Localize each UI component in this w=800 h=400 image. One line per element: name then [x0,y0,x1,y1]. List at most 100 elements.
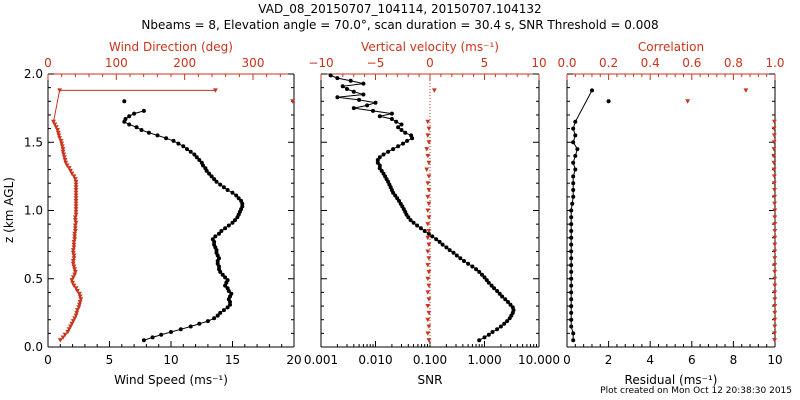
wind-direction-point [71,239,77,245]
wind-direction-point [73,209,79,215]
snr-top-tick-label: 0 [426,56,434,70]
wind-speed-point [225,305,230,310]
wind-speed-point [236,196,241,201]
wind-top-tick-label: 0 [44,56,52,70]
vertical-velocity-point [425,181,431,186]
residual-x-tick-label: 6 [688,353,696,367]
vertical-velocity-point [426,283,432,288]
residual-point [571,338,576,343]
correlation-point [772,194,777,200]
snr-point [477,338,482,343]
correlation-point [771,153,777,159]
snr-point [480,272,484,277]
residual-point [571,331,576,336]
wind-speed-point [123,117,128,121]
residual-x-tick-label: 4 [646,353,654,367]
residual-point [569,297,574,302]
vertical-velocity-point [426,126,432,131]
vertical-velocity-point [426,256,432,261]
residual-x-tick-label: 0 [563,353,571,367]
residual-point [573,119,578,124]
wind-speed-point [230,190,235,195]
vertical-velocity-point [425,331,431,336]
wind-speed-point [194,155,199,160]
wind-direction-point [72,223,78,228]
snr-point [505,319,510,324]
snr-point [399,122,404,127]
wind-speed-point [214,179,219,184]
wind-direction-point [78,297,84,302]
residual-x-tick-label: 2 [605,353,613,367]
snr-point [426,231,431,236]
snr-top-tick-label: 10 [531,56,546,70]
vertical-velocity-axis-label: Vertical velocity (ms⁻¹) [361,40,499,54]
snr-point [470,264,475,269]
wind-speed-point [234,193,239,198]
snr-line [330,74,515,341]
vertical-velocity-point [425,235,431,241]
wind-direction-point [73,204,79,209]
residual-point [569,242,574,247]
correlation-point [772,235,778,241]
snr-point [381,152,386,157]
vertical-velocity-point [426,174,432,179]
vertical-velocity-point [424,167,430,172]
residual-point [571,181,576,186]
wind-direction-point [60,149,66,155]
snr-point [409,133,414,138]
snr-point [401,141,405,146]
snr-point [440,242,445,247]
residual-top-tick-label: 1.0 [765,56,784,70]
snr-point [486,332,491,337]
wind-direction-point [73,313,79,319]
wind-speed-point [155,133,160,138]
snr-point [396,125,401,130]
wind-speed-point [205,319,210,324]
wind-direction-point [70,259,76,264]
vertical-velocity-point [424,147,430,152]
vertical-velocity-point [426,269,432,275]
residual-point [569,317,574,322]
snr-point [335,76,340,81]
snr-top-tick-label: −10 [308,56,333,70]
wind-speed-point [134,125,139,130]
vertical-velocity-point [425,119,431,125]
residual-x-tick-label: 8 [730,353,738,367]
snr-point [411,220,416,225]
snr-point [503,297,508,302]
snr-point [386,149,391,154]
wind-speed-point [188,324,193,329]
snr-point [403,130,408,135]
correlation-point [771,181,777,186]
correlation-point [772,242,778,248]
snr-x-tick-label: 0.010 [358,353,392,367]
y-tick-label: 2.0 [24,67,43,81]
vertical-velocity-point [425,194,431,200]
residual-point [571,194,576,199]
snr-axis-label: SNR [417,373,443,387]
wind-speed-point [122,99,127,104]
wind-speed-point [132,111,137,116]
vertical-velocity-point [425,208,431,213]
wind-speed-point [141,338,146,343]
residual-point [569,269,574,274]
footer-timestamp: Plot created on Mon Oct 12 20:38:30 2015 [600,386,792,396]
wind-speed-point [233,218,237,223]
wind-speed-point [221,308,226,313]
snr-point [482,335,487,340]
wind-direction-point [59,141,65,147]
snr-point [510,305,515,310]
snr-point [482,275,487,280]
wind-direction-point [66,166,72,171]
residual-point [573,167,578,172]
residual-point [569,324,574,329]
wind-speed-point [159,332,164,337]
snr-point [506,300,510,304]
snr-point [490,330,495,334]
correlation-point [772,228,778,234]
residual-point [590,88,594,93]
wind-direction-point [72,226,78,231]
wind-direction-point [71,253,77,258]
snr-point [357,97,362,102]
